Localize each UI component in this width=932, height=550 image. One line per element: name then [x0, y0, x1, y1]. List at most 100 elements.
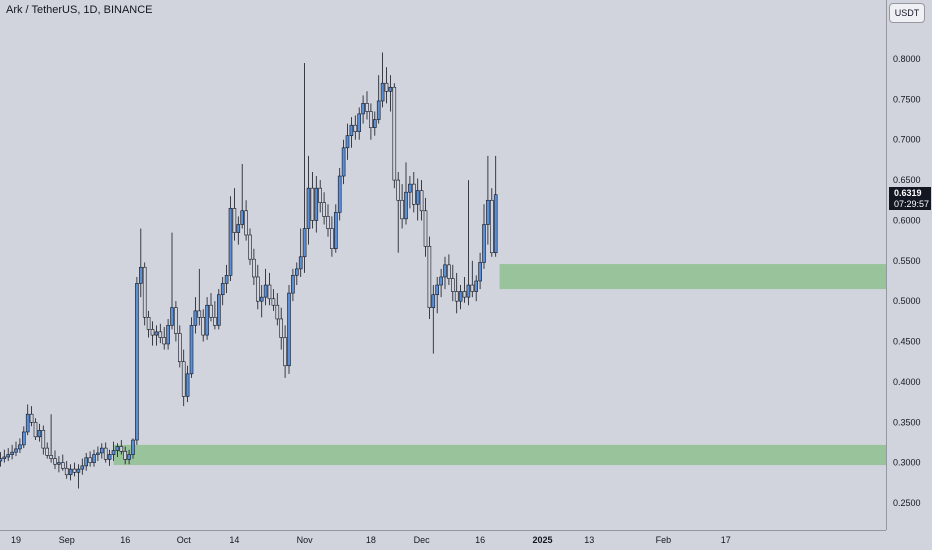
candle[interactable] — [14, 441, 18, 457]
candle[interactable] — [107, 449, 112, 466]
candle[interactable] — [135, 276, 139, 445]
candle[interactable] — [154, 325, 159, 346]
candle[interactable] — [220, 276, 225, 306]
candle[interactable] — [2, 449, 7, 463]
candle[interactable] — [287, 285, 291, 374]
candle[interactable] — [131, 438, 135, 459]
candle[interactable] — [92, 449, 96, 467]
candle[interactable] — [123, 446, 127, 465]
candle[interactable] — [57, 456, 61, 473]
candle[interactable] — [314, 176, 319, 233]
candle[interactable] — [337, 167, 342, 221]
candle[interactable] — [400, 184, 404, 229]
candle[interactable] — [388, 75, 393, 112]
candle[interactable] — [419, 180, 424, 221]
candle[interactable] — [369, 103, 373, 140]
candle[interactable] — [423, 197, 428, 257]
candle[interactable] — [489, 188, 494, 257]
candle[interactable] — [185, 365, 190, 403]
candle[interactable] — [150, 321, 155, 346]
candle[interactable] — [255, 264, 260, 310]
candle[interactable] — [240, 163, 244, 229]
candle[interactable] — [450, 264, 455, 302]
candle[interactable] — [224, 264, 229, 294]
candle[interactable] — [302, 63, 307, 273]
candle[interactable] — [462, 276, 467, 303]
candle[interactable] — [291, 268, 295, 302]
candle[interactable] — [21, 426, 26, 449]
candle[interactable] — [454, 272, 459, 314]
candle[interactable] — [252, 248, 256, 286]
candle[interactable] — [142, 262, 147, 326]
candle[interactable] — [10, 444, 14, 460]
candle[interactable] — [411, 172, 416, 213]
candle[interactable] — [404, 162, 408, 225]
candle[interactable] — [361, 95, 365, 124]
candle[interactable] — [275, 293, 280, 326]
candle[interactable] — [96, 446, 100, 462]
candle[interactable] — [392, 83, 397, 189]
candle[interactable] — [415, 178, 420, 221]
candle[interactable] — [349, 117, 354, 148]
candle[interactable] — [33, 418, 38, 441]
candle[interactable] — [76, 464, 81, 489]
candle[interactable] — [447, 254, 451, 286]
candle[interactable] — [37, 423, 42, 442]
candle[interactable] — [408, 176, 412, 209]
candle[interactable] — [64, 461, 69, 479]
candle[interactable] — [228, 196, 233, 281]
candle[interactable] — [0, 452, 3, 467]
candle[interactable] — [213, 301, 217, 330]
candle[interactable] — [396, 172, 401, 253]
candle[interactable] — [127, 449, 131, 465]
candle[interactable] — [201, 309, 205, 342]
candle[interactable] — [330, 216, 334, 257]
candle[interactable] — [236, 216, 241, 245]
candle[interactable] — [162, 327, 166, 350]
candle[interactable] — [310, 172, 315, 229]
candle[interactable] — [439, 268, 443, 298]
candle[interactable] — [341, 139, 346, 185]
candle[interactable] — [197, 268, 202, 326]
candle[interactable] — [248, 228, 252, 265]
candle[interactable] — [25, 404, 30, 436]
candle[interactable] — [486, 155, 490, 245]
candle[interactable] — [6, 448, 10, 462]
candle[interactable] — [232, 188, 237, 241]
candle[interactable] — [298, 228, 303, 277]
candle[interactable] — [365, 91, 369, 120]
candle[interactable] — [88, 451, 92, 467]
demand-zone-1[interactable] — [113, 444, 887, 466]
candle[interactable] — [353, 115, 358, 140]
candle[interactable] — [267, 272, 272, 306]
candle[interactable] — [478, 252, 482, 290]
candle[interactable] — [103, 442, 108, 463]
candle[interactable] — [115, 443, 120, 457]
candle[interactable] — [139, 228, 143, 298]
candle[interactable] — [279, 307, 284, 350]
candle[interactable] — [68, 464, 73, 481]
candle[interactable] — [380, 52, 385, 108]
candle[interactable] — [306, 155, 311, 245]
candle[interactable] — [470, 260, 475, 298]
candle[interactable] — [193, 297, 198, 334]
candle[interactable] — [283, 325, 287, 378]
candle[interactable] — [443, 256, 447, 290]
candle[interactable] — [84, 452, 88, 471]
candle[interactable] — [357, 107, 362, 140]
candle[interactable] — [146, 310, 151, 338]
candle[interactable] — [384, 67, 389, 104]
candle[interactable] — [29, 406, 34, 427]
candle[interactable] — [181, 349, 186, 407]
candle[interactable] — [49, 414, 53, 463]
candle[interactable] — [174, 301, 178, 342]
candle[interactable] — [474, 275, 479, 302]
candle[interactable] — [333, 204, 338, 253]
candle[interactable] — [158, 323, 163, 344]
candle[interactable] — [205, 297, 209, 340]
candle[interactable] — [189, 317, 194, 378]
candle[interactable] — [80, 458, 85, 475]
candle[interactable] — [170, 232, 174, 330]
candle[interactable] — [18, 438, 22, 453]
